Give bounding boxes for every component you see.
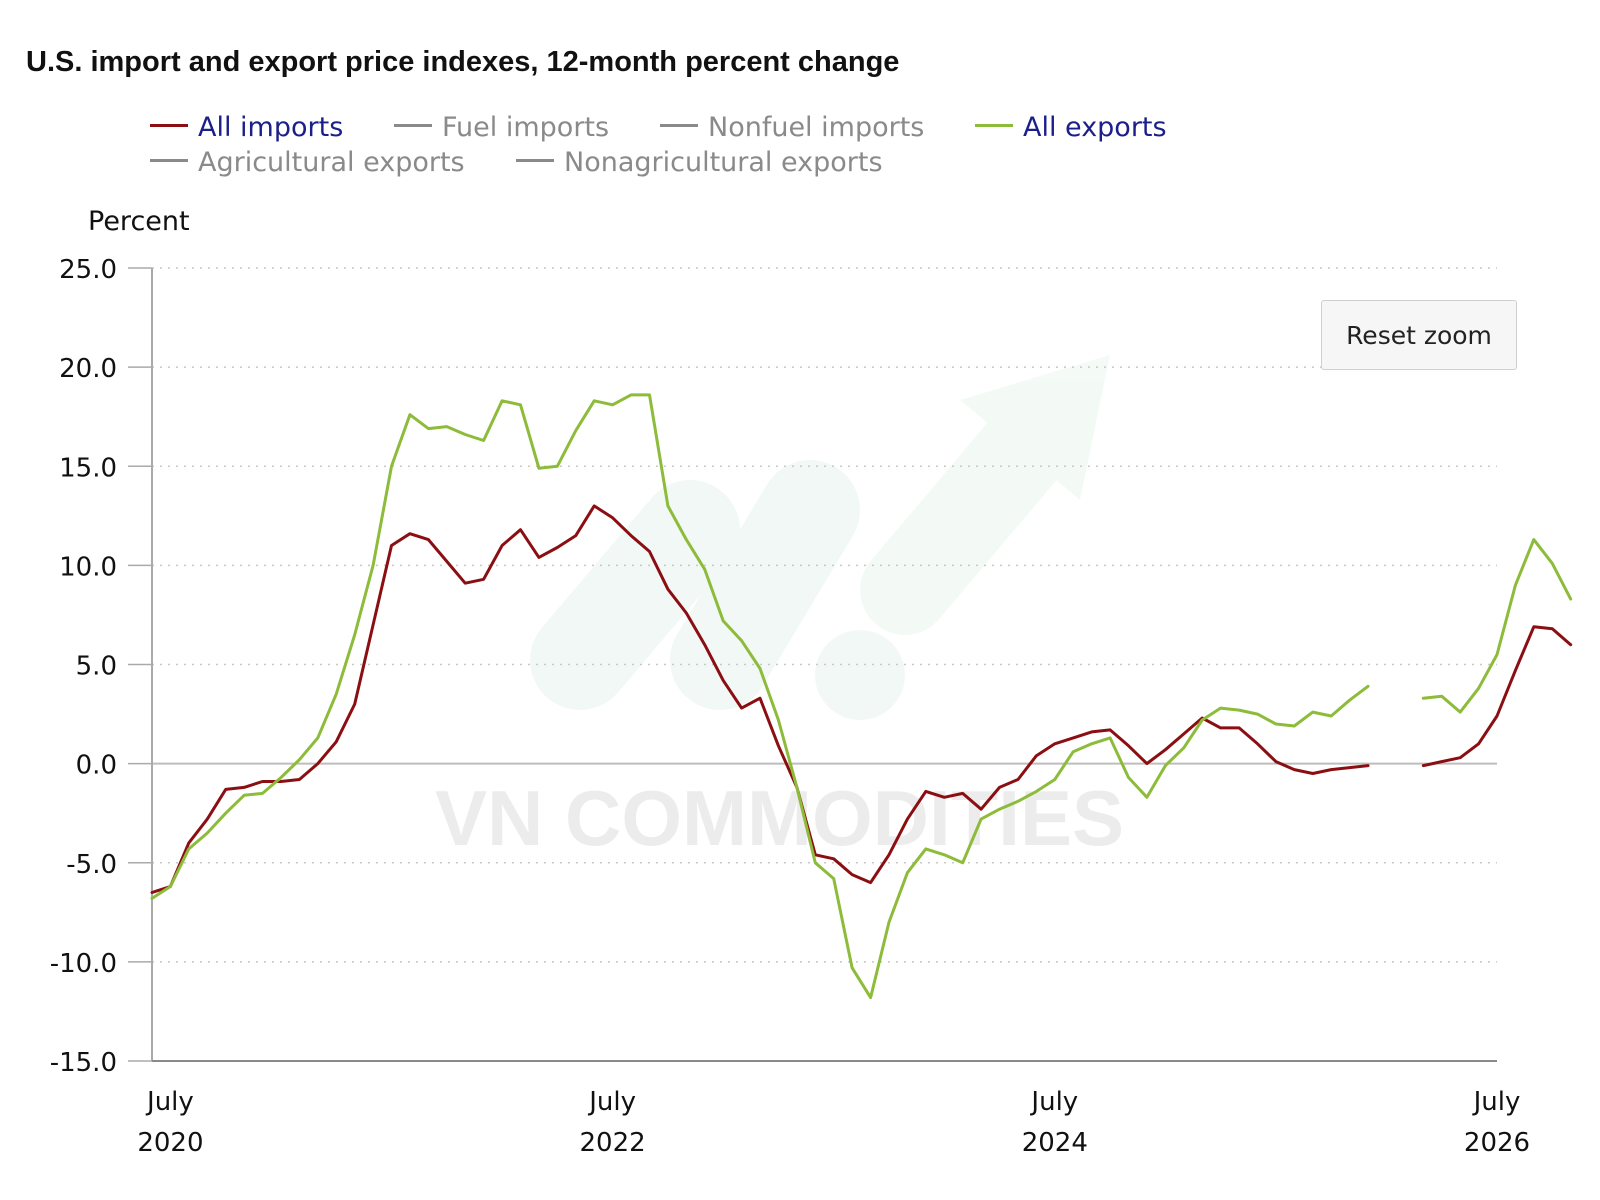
y-tick-label: -10.0 [50, 949, 117, 979]
x-tick-label-year: 2020 [137, 1128, 203, 1158]
y-axis-ticks: 25.0 20.0 15.0 10.0 5.0 0.0 -5.0 -10.0 -15.0 [50, 255, 152, 1078]
x-tick-label-year: 2022 [580, 1128, 646, 1158]
legend-swatch [394, 124, 432, 127]
x-tick-label-month: July [1472, 1087, 1521, 1117]
legend-label: Agricultural exports [198, 147, 465, 178]
watermark-bar-1 [530, 480, 740, 710]
watermark-arrow-head [960, 355, 1110, 500]
legend-label: Nonfuel imports [708, 112, 925, 143]
y-tick-label: 10.0 [59, 552, 117, 582]
legend-item-all-exports[interactable]: All exports [975, 112, 1167, 143]
x-tick-label-year: 2026 [1464, 1128, 1530, 1158]
legend-swatch [660, 124, 698, 127]
legend-label: All exports [1023, 112, 1167, 143]
grid [152, 267, 1497, 963]
y-tick-label: -5.0 [66, 850, 117, 880]
x-axis-ticks: July 2020 July 2022 July 2024 July 2026 [137, 1087, 1530, 1158]
legend-swatch [150, 159, 188, 162]
y-tick-label: 5.0 [76, 652, 117, 682]
y-tick-label: 15.0 [59, 453, 117, 483]
legend-item-nonagricultural-exports[interactable]: Nonagricultural exports [516, 147, 883, 178]
y-tick-label: 0.0 [76, 751, 117, 781]
series-line-all-exports [150, 393, 1573, 1000]
reset-zoom-button[interactable]: Reset zoom [1321, 300, 1517, 370]
legend-label: Fuel imports [442, 112, 610, 143]
x-tick-label-month: July [587, 1087, 636, 1117]
x-tick-label-month: July [145, 1087, 194, 1117]
y-tick-label: 25.0 [59, 255, 117, 285]
legend-label: Nonagricultural exports [564, 147, 883, 178]
series-line-all-imports [150, 504, 1573, 894]
legend-label: All imports [198, 112, 344, 143]
x-tick-label-month: July [1029, 1087, 1078, 1117]
legend-swatch [975, 124, 1013, 127]
x-tick-label-year: 2024 [1022, 1128, 1088, 1158]
y-tick-label: -15.0 [50, 1048, 117, 1078]
watermark-text: VN COMMODITIES [435, 774, 1124, 862]
legend-swatch [516, 159, 554, 162]
chart-title: U.S. import and export price indexes, 12… [26, 46, 900, 78]
y-axis-title: Percent [88, 206, 190, 237]
watermark-arrow-shaft [860, 385, 1085, 635]
legend-item-nonfuel-imports[interactable]: Nonfuel imports [660, 112, 924, 143]
legend-item-fuel-imports[interactable]: Fuel imports [394, 112, 609, 143]
series-lines [150, 393, 1573, 1000]
watermark-dot [815, 630, 905, 720]
legend-item-agricultural-exports[interactable]: Agricultural exports [150, 147, 465, 178]
legend-swatch [150, 124, 188, 127]
legend-item-all-imports[interactable]: All imports [150, 112, 343, 143]
y-tick-label: 20.0 [59, 354, 117, 384]
